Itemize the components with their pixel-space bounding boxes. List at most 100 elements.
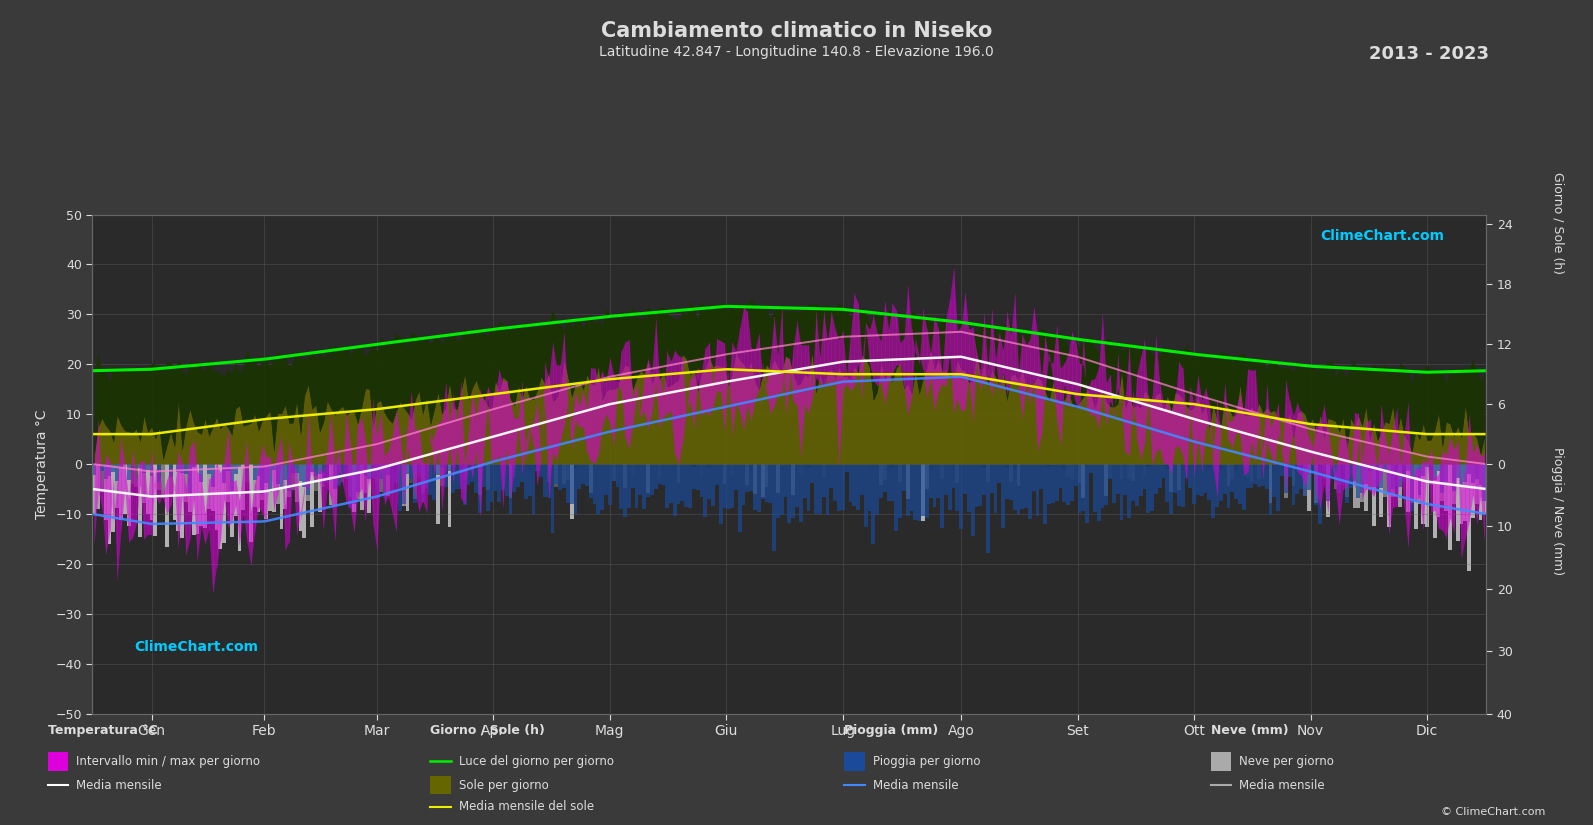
Bar bbox=[661, 464, 666, 485]
Text: Giorno / Sole (h): Giorno / Sole (h) bbox=[430, 724, 545, 737]
Text: Luce del giorno per giorno: Luce del giorno per giorno bbox=[459, 755, 613, 768]
Bar bbox=[409, 464, 413, 479]
Bar bbox=[1349, 464, 1352, 481]
Bar bbox=[1005, 464, 1008, 469]
Bar bbox=[761, 464, 765, 499]
Bar bbox=[814, 464, 817, 514]
Bar bbox=[1475, 464, 1478, 478]
Bar bbox=[1219, 464, 1223, 469]
Bar bbox=[1325, 464, 1330, 501]
Bar bbox=[688, 464, 691, 507]
Bar bbox=[112, 464, 115, 532]
Bar bbox=[1180, 464, 1185, 507]
Bar bbox=[1265, 464, 1268, 469]
Bar bbox=[188, 464, 191, 493]
Bar bbox=[1319, 464, 1322, 467]
Bar bbox=[983, 464, 986, 469]
Bar bbox=[172, 464, 177, 521]
Bar bbox=[497, 464, 502, 502]
Bar bbox=[292, 464, 295, 473]
Bar bbox=[276, 464, 279, 504]
Bar bbox=[1388, 464, 1391, 527]
Bar bbox=[753, 464, 757, 494]
Bar bbox=[1292, 464, 1295, 506]
Bar bbox=[456, 464, 459, 470]
Bar bbox=[467, 464, 470, 484]
Bar bbox=[1445, 464, 1448, 482]
Bar bbox=[749, 464, 753, 491]
Bar bbox=[406, 464, 409, 511]
Bar bbox=[849, 464, 852, 502]
Bar bbox=[926, 464, 929, 518]
Bar bbox=[421, 464, 425, 502]
Bar bbox=[475, 464, 478, 470]
Bar bbox=[806, 464, 811, 468]
Bar bbox=[1478, 464, 1483, 485]
Bar bbox=[344, 464, 349, 469]
Bar bbox=[409, 464, 413, 483]
Bar bbox=[986, 464, 989, 553]
Bar bbox=[776, 464, 781, 493]
Bar bbox=[401, 464, 406, 504]
Bar bbox=[185, 464, 188, 474]
Bar bbox=[398, 464, 401, 511]
Bar bbox=[825, 464, 830, 515]
Bar bbox=[1070, 464, 1074, 478]
Bar bbox=[1142, 464, 1147, 477]
Bar bbox=[609, 464, 612, 473]
Bar bbox=[868, 464, 871, 511]
Bar bbox=[768, 464, 773, 503]
Bar bbox=[852, 464, 855, 507]
Bar bbox=[393, 464, 398, 483]
Bar bbox=[1360, 464, 1364, 502]
Bar bbox=[715, 464, 718, 473]
Bar bbox=[508, 464, 513, 498]
Bar bbox=[306, 464, 311, 501]
Bar bbox=[1325, 464, 1330, 517]
Bar bbox=[589, 464, 593, 493]
Bar bbox=[322, 464, 325, 487]
Bar bbox=[464, 464, 467, 479]
Bar bbox=[127, 464, 131, 480]
Bar bbox=[1418, 464, 1421, 494]
Bar bbox=[1372, 464, 1375, 487]
Bar bbox=[371, 464, 374, 478]
Bar bbox=[142, 464, 147, 502]
Bar bbox=[207, 464, 210, 509]
Bar bbox=[1399, 464, 1402, 488]
Bar bbox=[585, 464, 589, 486]
Bar bbox=[256, 464, 260, 477]
Bar bbox=[798, 464, 803, 475]
Bar bbox=[207, 464, 210, 474]
Bar bbox=[459, 464, 464, 488]
Bar bbox=[795, 464, 798, 507]
Bar bbox=[451, 464, 456, 493]
Bar bbox=[1456, 464, 1459, 541]
Bar bbox=[349, 464, 352, 508]
Bar bbox=[589, 464, 593, 497]
Bar bbox=[333, 464, 336, 488]
Bar bbox=[1356, 464, 1360, 498]
Bar bbox=[830, 464, 833, 488]
Bar bbox=[1262, 464, 1265, 486]
Bar bbox=[860, 464, 863, 495]
Bar bbox=[1207, 464, 1211, 500]
Bar bbox=[623, 464, 628, 516]
Bar bbox=[1063, 464, 1066, 469]
Bar bbox=[677, 464, 680, 483]
Text: Intervallo min / max per giorno: Intervallo min / max per giorno bbox=[76, 755, 261, 768]
Text: 2013 - 2023: 2013 - 2023 bbox=[1370, 45, 1489, 64]
Bar bbox=[959, 464, 964, 530]
Bar bbox=[336, 464, 341, 483]
Bar bbox=[647, 464, 650, 497]
Bar bbox=[1388, 464, 1391, 494]
Bar bbox=[573, 464, 577, 514]
Bar bbox=[940, 464, 945, 479]
Bar bbox=[292, 464, 295, 490]
Bar bbox=[945, 464, 948, 495]
Bar bbox=[100, 464, 104, 492]
Text: Latitudine 42.847 - Longitudine 140.8 - Elevazione 196.0: Latitudine 42.847 - Longitudine 140.8 - … bbox=[599, 45, 994, 59]
Bar bbox=[1024, 464, 1027, 508]
Bar bbox=[387, 464, 390, 497]
Bar bbox=[593, 464, 596, 504]
